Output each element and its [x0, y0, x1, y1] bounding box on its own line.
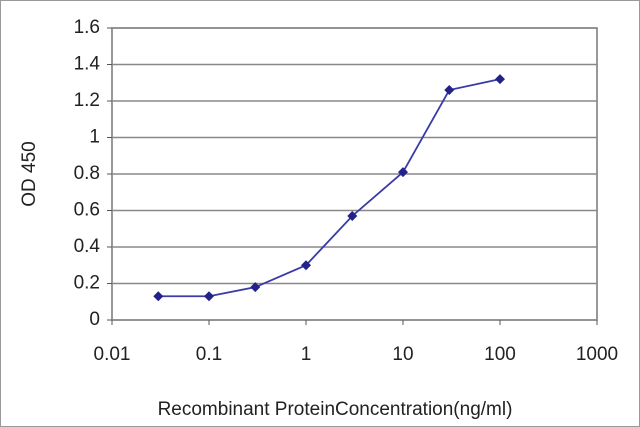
data-point — [444, 85, 455, 96]
y-tick-label: 0 — [89, 309, 100, 330]
data-point — [347, 210, 358, 221]
data-point — [301, 260, 311, 271]
data-point — [495, 74, 505, 85]
y-tick-label: 1.4 — [74, 54, 101, 75]
data-point — [398, 167, 408, 178]
x-tick-label: 1 — [301, 344, 312, 365]
x-tick-label: 100 — [484, 344, 516, 365]
x-tick-label: 10 — [392, 344, 413, 365]
y-tick-label: 0.6 — [74, 200, 100, 221]
y-tick-label: 1.2 — [74, 90, 100, 111]
x-axis-label: Recombinant ProteinConcentration(ng/ml) — [158, 399, 513, 420]
y-tick-label: 1 — [89, 127, 100, 148]
data-point — [204, 291, 214, 302]
data-point — [153, 291, 164, 302]
y-tick-label: 0.8 — [74, 163, 100, 184]
x-tick-label: 1000 — [576, 344, 618, 365]
y-tick-label: 0.4 — [74, 236, 101, 257]
data-line — [158, 78, 501, 298]
y-tick-label: 0.2 — [74, 273, 100, 294]
y-tick-label: 1.6 — [74, 17, 100, 38]
data-point — [250, 282, 261, 293]
x-tick-label: 0.1 — [196, 344, 222, 365]
y-axis-label: OD 450 — [19, 141, 40, 206]
x-tick-label: 0.01 — [94, 344, 131, 365]
